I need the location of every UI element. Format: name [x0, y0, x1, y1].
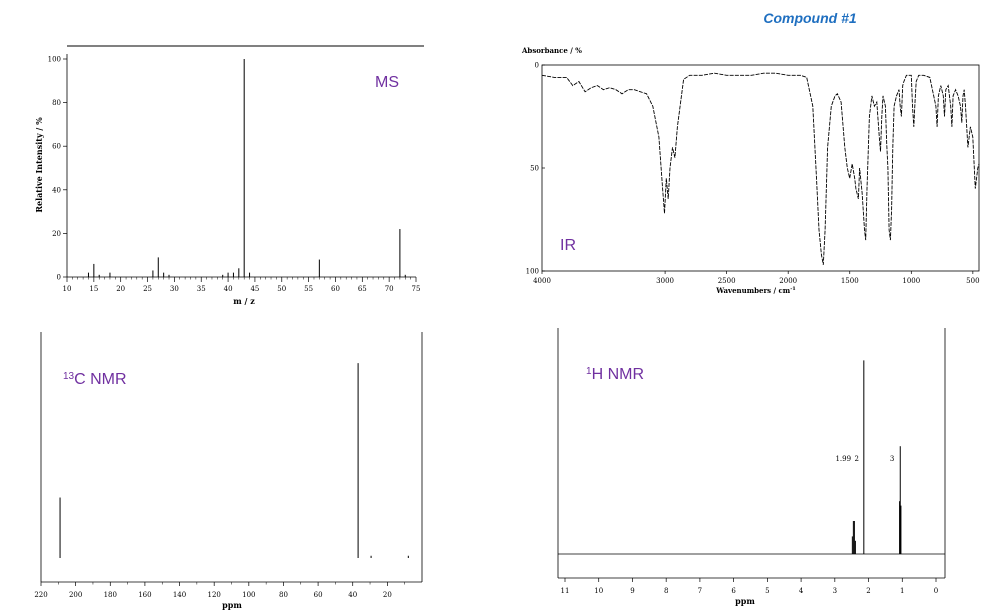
page-title: Compound #1	[763, 10, 857, 26]
c13-x-tick-label: 40	[348, 591, 357, 599]
ir-y-tick-label: 0	[535, 62, 539, 70]
h1-x-tick-label: 6	[731, 587, 736, 595]
ir-xlabel-main: Wavenumbers / cm	[715, 286, 791, 295]
h1-x-tick-label: 3	[833, 587, 837, 595]
c13-x-tick-label: 120	[207, 591, 220, 599]
ms-x-tick-label: 60	[331, 285, 340, 293]
h1-xlabel: ppm	[735, 596, 755, 606]
ir-spectrum-line	[541, 72, 980, 265]
c13-x-tick-label: 60	[314, 591, 323, 599]
h1-label-main: H NMR	[592, 366, 644, 383]
h1-integration-label: 3	[890, 455, 894, 463]
c13-x-tick-label: 220	[34, 591, 47, 599]
c13-panel-label: 13C NMR	[63, 371, 127, 389]
h1-label-sup: 1	[586, 366, 592, 377]
ms-x-tick-label: 20	[116, 285, 125, 293]
ir-y-tick-label: 50	[530, 165, 539, 173]
c13-x-tick-label: 80	[279, 591, 288, 599]
ms-y-tick-label: 20	[52, 230, 61, 238]
c13-x-tick-label: 200	[69, 591, 82, 599]
ir-xlabel: Wavenumbers / cm-1	[715, 286, 796, 295]
ms-x-tick-label: 70	[385, 285, 394, 293]
c13-x-tick-label: 160	[138, 591, 151, 599]
ms-x-tick-label: 30	[170, 285, 179, 293]
h1-integration-label: 2	[855, 455, 859, 463]
ir-panel-label: IR	[560, 237, 576, 254]
ms-y-tick-label: 60	[52, 143, 61, 151]
h1-x-tick-label: 2	[866, 587, 870, 595]
ms-x-tick-label: 25	[143, 285, 152, 293]
ir-y-tick-label: 100	[526, 268, 539, 276]
ms-x-tick-label: 75	[412, 285, 421, 293]
h1-x-tick-label: 0	[934, 587, 938, 595]
ir-x-tick-label: 2500	[718, 277, 736, 285]
ms-y-tick-label: 80	[52, 99, 61, 107]
ir-x-tick-label: 4000	[533, 277, 551, 285]
ir-x-tick-label: 500	[966, 277, 979, 285]
ir-x-tick-label: 1000	[902, 277, 920, 285]
c13-x-tick-label: 20	[383, 591, 392, 599]
h1-x-tick-label: 11	[561, 587, 570, 595]
ms-xlabel: m / z	[233, 296, 255, 306]
ms-x-tick-label: 35	[197, 285, 206, 293]
ms-ylabel: Relative Intensity / %	[34, 117, 44, 213]
c13-label-sup: 13	[63, 371, 75, 382]
ms-x-tick-label: 50	[277, 285, 286, 293]
ms-panel-label: MS	[375, 74, 399, 91]
h1-x-tick-label: 10	[594, 587, 603, 595]
h1-integration-label: 1.99	[835, 455, 851, 463]
ms-x-tick-label: 55	[304, 285, 313, 293]
h1-panel-label: 1H NMR	[586, 366, 644, 384]
h1-x-tick-label: 9	[630, 587, 634, 595]
ir-x-tick-label: 1500	[841, 277, 859, 285]
ms-chart: MS m / z Relative Intensity / % 0 20 40 60 8…	[34, 45, 424, 306]
ms-y-tick-label: 100	[48, 56, 61, 64]
ms-y-tick-label: 40	[52, 186, 61, 194]
h1-x-tick-label: 1	[900, 587, 904, 595]
ir-x-tick-label: 2000	[779, 277, 797, 285]
h1-x-tick-label: 4	[799, 587, 804, 595]
c13-x-tick-label: 100	[242, 591, 255, 599]
h1-x-tick-label: 8	[664, 587, 668, 595]
c13-label-main: C NMR	[74, 371, 126, 388]
ir-xlabel-sup: -1	[790, 286, 796, 292]
c13-xlabel: ppm	[222, 600, 242, 610]
h1-nmr-chart: 1H NMR ppm 11 10 9 8 7 6 5 4 3 2 1 01.99 2 3	[557, 328, 946, 606]
c13-x-tick-label: 180	[104, 591, 117, 599]
ms-x-tick-label: 10	[63, 285, 72, 293]
ms-x-tick-label: 15	[89, 285, 98, 293]
ms-y-tick-label: 0	[57, 274, 61, 282]
ms-x-tick-label: 65	[358, 285, 367, 293]
ir-plot-frame	[541, 64, 980, 272]
c13-nmr-chart: 13C NMR ppm 220 200 180 160 140 120 100 80 60 40 2…	[34, 332, 423, 610]
h1-x-tick-label: 7	[698, 587, 702, 595]
ir-ylabel: Absorbance / %	[521, 46, 582, 55]
ir-x-tick-label: 3000	[656, 277, 674, 285]
ms-x-tick-label: 45	[250, 285, 259, 293]
h1-x-tick-label: 5	[765, 587, 769, 595]
ir-chart: IR Absorbance / % Wavenumbers / cm-1 0 50…	[521, 46, 980, 295]
c13-x-tick-label: 140	[173, 591, 186, 599]
ms-x-tick-label: 40	[224, 285, 233, 293]
